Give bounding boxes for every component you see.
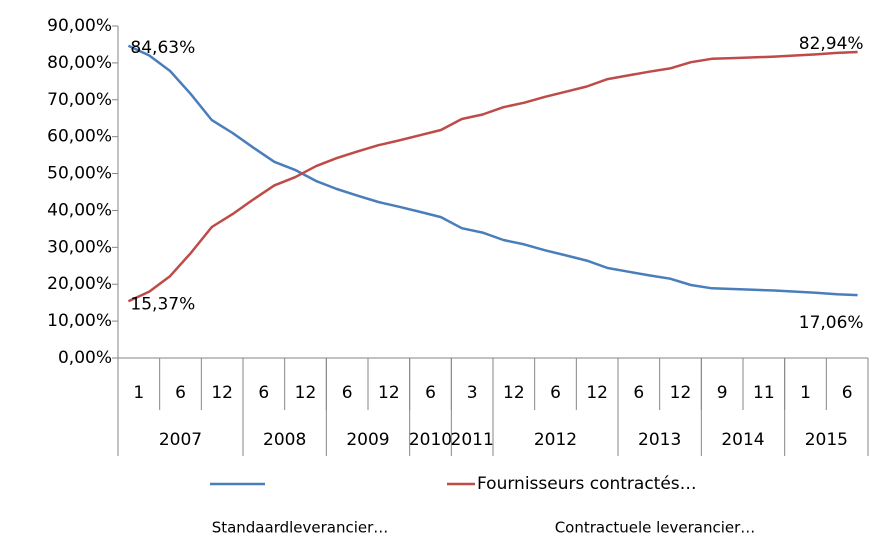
y-tick-label: 60,00% xyxy=(47,127,112,147)
x-tick-label: 12 xyxy=(211,383,233,403)
series-line xyxy=(127,44,858,297)
x-tick-label: 12 xyxy=(295,383,317,403)
y-tick-label: 50,00% xyxy=(47,164,112,184)
x-tick-label: 6 xyxy=(175,383,186,403)
data-label: 15,37% xyxy=(130,294,195,314)
x-tick-label: 11 xyxy=(753,383,775,403)
year-label: 2014 xyxy=(721,430,764,450)
x-tick-label: 9 xyxy=(717,383,728,403)
x-tick-label: 1 xyxy=(800,383,811,403)
legend-label: Fournisseurs contractés… xyxy=(477,474,697,494)
x-tick-label: 12 xyxy=(378,383,400,403)
y-tick-label: 90,00% xyxy=(47,16,112,36)
year-label: 2007 xyxy=(159,430,202,450)
year-label: 2008 xyxy=(263,430,306,450)
x-tick-label: 12 xyxy=(670,383,692,403)
x-tick-label: 6 xyxy=(425,383,436,403)
x-tick-label: 6 xyxy=(258,383,269,403)
y-tick-label: 10,00% xyxy=(47,311,112,331)
y-tick-label: 40,00% xyxy=(47,200,112,220)
y-tick-label: 0,00% xyxy=(58,348,112,368)
data-label: 17,06% xyxy=(799,313,864,333)
year-label: 2009 xyxy=(346,430,389,450)
x-tick-label: 6 xyxy=(842,383,853,403)
year-label: 2010 xyxy=(409,430,452,450)
x-tick-label: 3 xyxy=(467,383,478,403)
year-label: 2013 xyxy=(638,430,681,450)
data-label: 82,94% xyxy=(799,34,864,54)
series-line xyxy=(127,50,858,303)
legend-caption: Standaardleverancier… xyxy=(212,519,389,537)
year-label: 2015 xyxy=(805,430,848,450)
y-tick-label: 20,00% xyxy=(47,274,112,294)
x-tick-label: 6 xyxy=(342,383,353,403)
x-tick-label: 6 xyxy=(550,383,561,403)
x-tick-label: 6 xyxy=(633,383,644,403)
y-tick-label: 70,00% xyxy=(47,90,112,110)
data-label: 84,63% xyxy=(130,38,195,58)
y-tick-label: 80,00% xyxy=(47,53,112,73)
x-tick-label: 12 xyxy=(586,383,608,403)
year-label: 2011 xyxy=(451,430,494,450)
year-label: 2012 xyxy=(534,430,577,450)
x-tick-label: 1 xyxy=(133,383,144,403)
legend-caption: Contractuele leverancier… xyxy=(555,519,756,537)
y-tick-label: 30,00% xyxy=(47,237,112,257)
x-tick-label: 12 xyxy=(503,383,525,403)
